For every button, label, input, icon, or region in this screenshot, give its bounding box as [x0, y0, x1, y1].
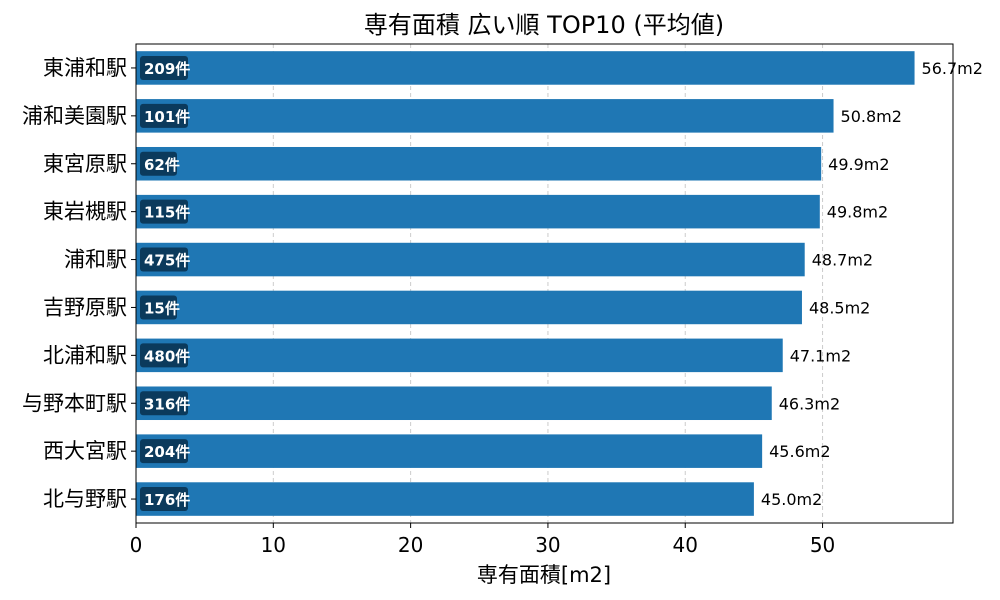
x-tick-label: 0: [130, 533, 143, 557]
bar: [136, 290, 802, 325]
count-label: 204件: [144, 443, 190, 461]
value-label: 48.5m2: [809, 298, 870, 317]
count-badge: [140, 295, 177, 320]
value-label: 45.0m2: [761, 490, 822, 509]
value-label: 48.7m2: [812, 251, 873, 270]
bar: [136, 146, 822, 181]
count-badge: [140, 343, 188, 368]
count-label: 62件: [144, 156, 180, 174]
count-badge: [140, 151, 177, 176]
value-label: 46.3m2: [779, 394, 840, 413]
count-badge: [140, 487, 188, 512]
bar: [136, 99, 834, 133]
bar: [136, 434, 763, 468]
category-label: 浦和駅: [64, 248, 127, 272]
category-label: 西大宮駅: [43, 439, 127, 463]
x-tick-label: 20: [398, 533, 423, 557]
x-tick-label: 50: [810, 533, 835, 557]
count-badge: [140, 55, 188, 80]
category-label: 吉野原駅: [43, 295, 127, 319]
count-label: 176件: [144, 491, 190, 509]
bar: [136, 338, 783, 373]
category-label: 与野本町駅: [22, 391, 127, 415]
category-label: 東岩槻駅: [43, 200, 127, 224]
value-label: 47.1m2: [790, 346, 851, 365]
value-label: 49.8m2: [827, 203, 888, 222]
x-tick-label: 30: [535, 533, 560, 557]
count-label: 475件: [144, 252, 190, 270]
value-label: 56.7m2: [922, 59, 983, 78]
category-label: 北浦和駅: [43, 343, 127, 367]
category-label: 東浦和駅: [43, 56, 127, 80]
category-label: 東宮原駅: [43, 152, 127, 176]
count-badge: [140, 103, 188, 128]
value-label: 50.8m2: [841, 107, 902, 126]
category-label: 浦和美園駅: [22, 104, 127, 128]
bar: [136, 242, 805, 277]
count-label: 480件: [144, 347, 190, 365]
x-axis-label: 専有面積[m2]: [477, 563, 611, 587]
value-label: 49.9m2: [828, 155, 889, 174]
category-label: 北与野駅: [43, 487, 127, 511]
plot-frame: [135, 43, 954, 524]
count-badge: [140, 439, 188, 464]
bar: [136, 194, 820, 229]
count-label: 101件: [144, 108, 190, 126]
x-axis: 0 10 20 30 40 50: [130, 67, 835, 557]
count-label: 15件: [144, 299, 180, 317]
count-label: 316件: [144, 395, 190, 413]
count-badge: [140, 199, 188, 224]
value-label: 45.6m2: [769, 442, 830, 461]
count-label: 115件: [144, 204, 190, 222]
bar: [136, 51, 915, 85]
x-tick-label: 40: [673, 533, 698, 557]
count-badge: [140, 247, 188, 272]
x-tick-label: 10: [261, 533, 286, 557]
bar: [136, 386, 772, 421]
count-label: 209件: [144, 60, 190, 78]
count-badge: [140, 391, 188, 416]
bar: [136, 482, 754, 516]
chart-title: 専有面積 広い順 TOP10 (平均値): [364, 11, 724, 39]
